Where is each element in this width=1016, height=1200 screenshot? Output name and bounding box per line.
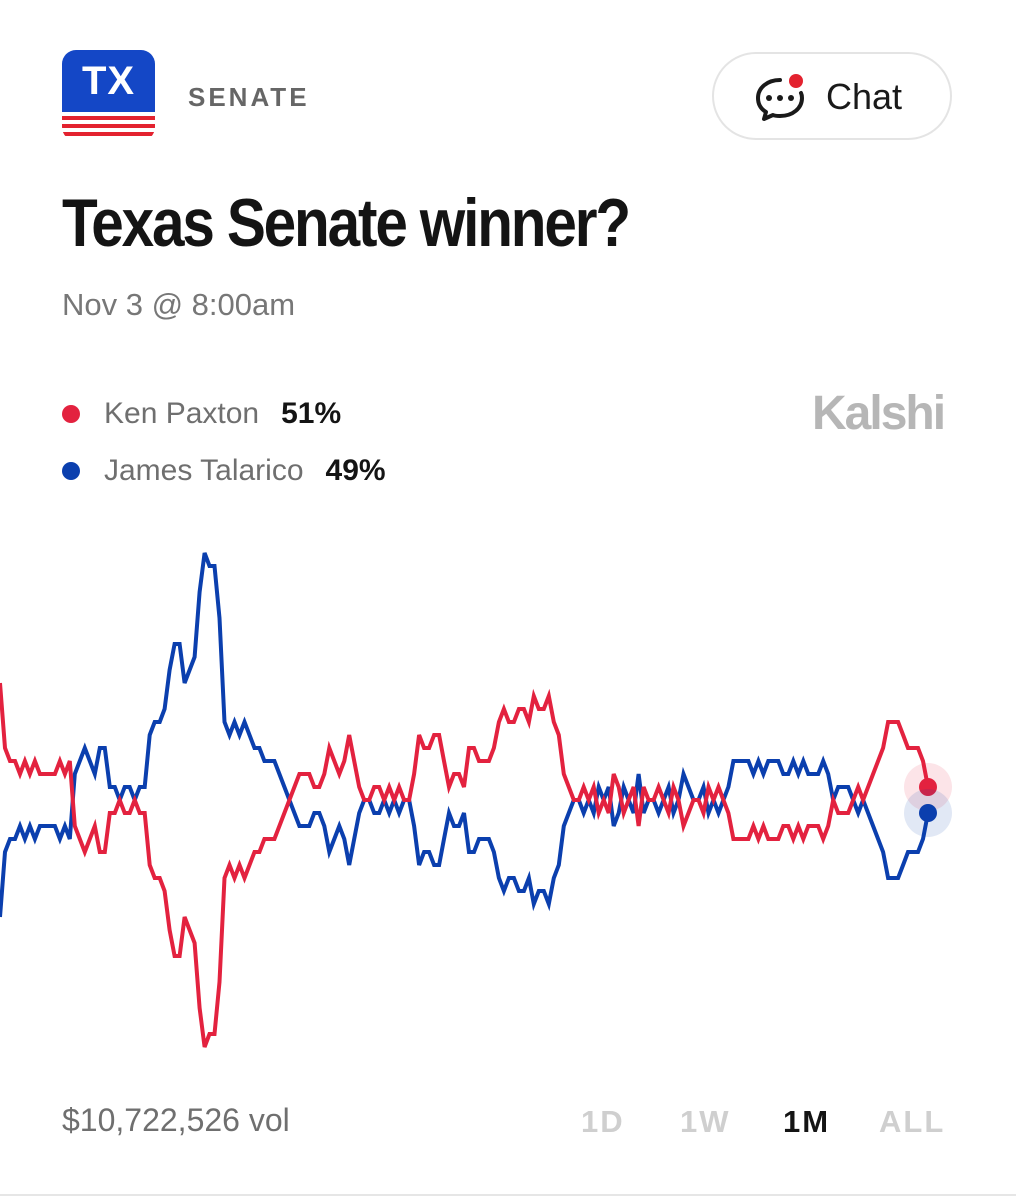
series-line-talarico [0,552,930,918]
range-tab-1d[interactable]: 1D [581,1104,625,1139]
badge-blue-field [62,50,155,112]
badge-stripe [62,116,155,120]
legend-item-talarico: James Talarico 49% [62,451,386,491]
kalshi-logo: Kalshi [812,387,946,440]
legend-percent: 51% [281,397,342,430]
legend-name: James Talarico [104,454,304,487]
range-tab-1w[interactable]: 1W [680,1104,731,1139]
volume-text: $10,722,526 vol [62,1102,290,1138]
chat-icon [756,74,804,121]
legend-dot-paxton [62,405,80,423]
close-date: Nov 3 @ 8:00am [62,287,296,322]
range-tab-1m[interactable]: 1M [783,1104,831,1139]
legend-dot-talarico [62,462,80,480]
chat-label: Chat [826,76,903,117]
legend-item-paxton: Ken Paxton 51% [62,394,341,434]
legend-percent: 49% [325,454,386,487]
end-marker-talarico [919,804,937,822]
range-tab-all[interactable]: ALL [879,1104,946,1139]
badge-stripe [62,124,155,128]
state-badge: TX [62,50,155,141]
divider [0,1194,1016,1196]
badge-stripe [62,132,155,136]
legend-name: Ken Paxton [104,397,260,430]
page-title: Texas Senate winner? [62,185,631,261]
section-label[interactable]: SENATE [188,82,310,112]
price-chart[interactable] [0,520,1016,1080]
series-line-paxton [0,682,930,1048]
badge-text: TX [81,59,136,103]
end-marker-paxton [919,778,937,796]
chat-button[interactable]: Chat [712,52,952,140]
